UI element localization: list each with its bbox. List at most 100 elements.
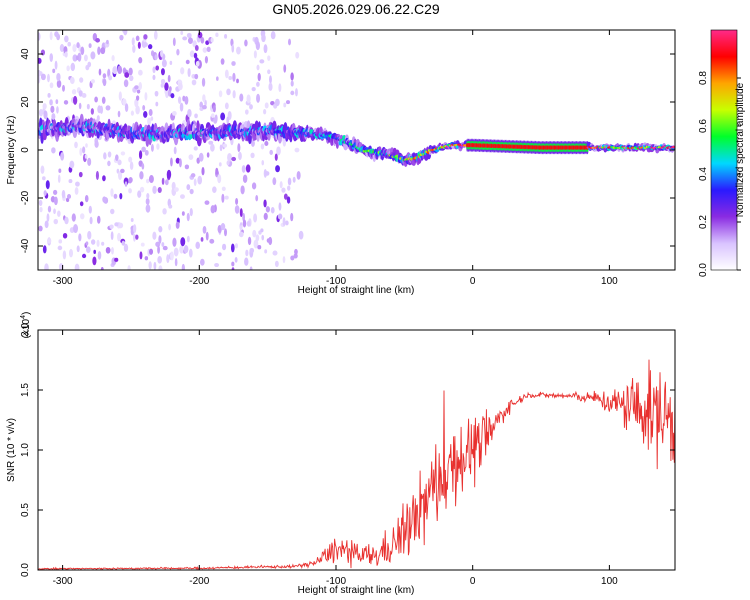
spectrogram-noise-cell <box>231 156 237 162</box>
spectrogram-noise-cell <box>181 211 185 216</box>
spectrogram-noise-cell <box>162 245 168 251</box>
spectrogram-noise-cell <box>117 159 122 166</box>
spectrogram-noise-cell <box>122 98 127 106</box>
snr-axes: -300 -200 -100 0 100 0.0 0.5 1.0 1.5 2.0 <box>20 323 675 587</box>
spectrogram-noise-cell <box>148 261 152 270</box>
spectrogram-noise-cell <box>86 246 91 253</box>
spectrogram-noise-cell <box>169 60 173 66</box>
spectrogram-noise-cell <box>187 109 192 118</box>
spectrogram-noise-cell <box>102 73 107 79</box>
spectrogram-noise-cell <box>206 152 210 158</box>
spectrogram-noise-cell <box>83 54 88 62</box>
spectrogram-noise-cell <box>80 213 85 220</box>
spectrogram-noise-cell <box>72 95 78 105</box>
spectrogram-noise-cell <box>40 73 46 81</box>
spectrogram-noise-cell <box>201 77 206 87</box>
spectrogram-noise-cell <box>114 257 119 262</box>
spectrogram-noise-cell <box>146 178 150 184</box>
spectrogram-noise-cell <box>103 152 107 160</box>
spectrogram-noise-cell <box>283 193 288 200</box>
spectrogram-noise-cell <box>131 37 135 46</box>
snr-y-tick-label: 2.0 <box>20 323 31 337</box>
spectrogram-noise-cell <box>115 154 119 161</box>
spectrogram-noise-cell <box>60 152 65 161</box>
spectrogram-noise-cell <box>250 152 255 159</box>
spectrogram-noise-cell <box>222 243 227 251</box>
spectrogram-noise-cell <box>158 235 162 244</box>
spectrogram-noise-cell <box>264 171 270 176</box>
spectrogram-noise-cell <box>237 143 241 153</box>
spectrogram-noise-cell <box>39 206 43 213</box>
spectrogram-noise-cell <box>176 48 180 56</box>
spectrogram-noise-cell <box>40 49 46 56</box>
spectrogram-noise-cell <box>78 171 83 178</box>
colorbar-axis: 0.0 0.2 0.4 0.6 0.8 <box>698 71 741 277</box>
spectrogram-marks <box>38 30 675 270</box>
spectrogram-noise-cell <box>139 186 145 193</box>
spectrogram-noise-cell <box>234 205 240 214</box>
snr-x-axis-label: Height of straight line (km) <box>298 585 415 596</box>
spectrogram-noise-cell <box>286 196 291 204</box>
spectrogram-noise-cell <box>102 175 106 182</box>
spectrogram-noise-cell <box>119 34 124 41</box>
spectrogram-noise-cell <box>221 193 225 203</box>
spectrogram-noise-cell <box>38 225 43 232</box>
spectrogram-noise-cell <box>150 143 154 152</box>
spectrogram-noise-cell <box>231 261 235 267</box>
spectrogram-noise-cell <box>166 169 172 179</box>
spectrogram-noise-cell <box>46 73 50 83</box>
spectrogram-noise-cell <box>53 208 56 215</box>
spectrogram-noise-cell <box>128 177 133 184</box>
spectrogram-noise-cell <box>272 177 277 186</box>
spectrogram-noise-cell <box>210 205 216 214</box>
spectrogram-noise-cell <box>260 143 265 150</box>
spectrogram-noise-cell <box>189 50 195 58</box>
spectrogram-noise-cell <box>117 170 123 180</box>
spectrogram-noise-cell <box>193 52 198 59</box>
spectrogram-noise-cell <box>168 223 171 231</box>
spectrogram-noise-cell <box>53 196 58 206</box>
spectrogram-noise-cell <box>263 108 267 115</box>
spectrogram-noise-cell <box>214 263 220 268</box>
spectrogram-noise-cell <box>188 248 193 258</box>
spectrogram-noise-cell <box>136 89 141 94</box>
spectrogram-noise-cell <box>282 217 286 227</box>
spectrogram-noise-cell <box>194 73 199 80</box>
spectrogram-noise-cell <box>79 201 84 207</box>
spectrogram-noise-cell <box>268 82 273 91</box>
spectrogram-noise-cell <box>261 160 265 166</box>
spectrogram-noise-cell <box>162 208 167 215</box>
spectrogram-noise-cell <box>148 108 153 117</box>
spectrogram-noise-cell <box>220 223 226 231</box>
spectrogram-noise-cell <box>132 44 136 53</box>
spectrogram-noise-cell <box>44 220 49 229</box>
spectrogram-noise-cell <box>61 190 66 199</box>
spectrogram-noise-cell <box>241 165 246 173</box>
spectrogram-noise-cell <box>107 160 111 167</box>
spectrogram-noise-cell <box>265 206 271 213</box>
spectrogram-noise-cell <box>173 247 179 257</box>
spectrogram-noise-cell <box>58 168 62 173</box>
spectrogram-noise-cell <box>130 217 134 222</box>
spectrogram-noise-cell <box>38 57 42 64</box>
spectrogram-noise-cell <box>269 149 273 155</box>
spectrogram-noise-cell <box>137 41 141 49</box>
spectrogram-noise-cell <box>186 212 190 222</box>
spectrogram-noise-cell <box>47 93 51 98</box>
spectrogram-noise-cell <box>129 161 134 170</box>
spectrogram-noise-cell <box>202 104 207 110</box>
spectrogram-noise-cell <box>160 68 165 76</box>
spectrogram-noise-cell <box>76 245 80 253</box>
spectrogram-noise-cell <box>263 212 268 221</box>
spectrogram-noise-cell <box>290 80 294 87</box>
spectrogram-noise-cell <box>67 41 71 47</box>
spectrogram-noise-cell <box>106 39 109 45</box>
spectrogram-noise-cell <box>179 102 184 112</box>
spectrogram-noise-cell <box>74 187 79 195</box>
spectrogram-noise-cell <box>202 47 208 53</box>
spectrogram-noise-cell <box>70 62 76 72</box>
spectrogram-noise-cell <box>174 258 178 267</box>
spectrogram-noise-cell <box>199 101 204 109</box>
spectrogram-noise-cell <box>49 82 54 89</box>
spectrogram-noise-cell <box>46 213 50 222</box>
